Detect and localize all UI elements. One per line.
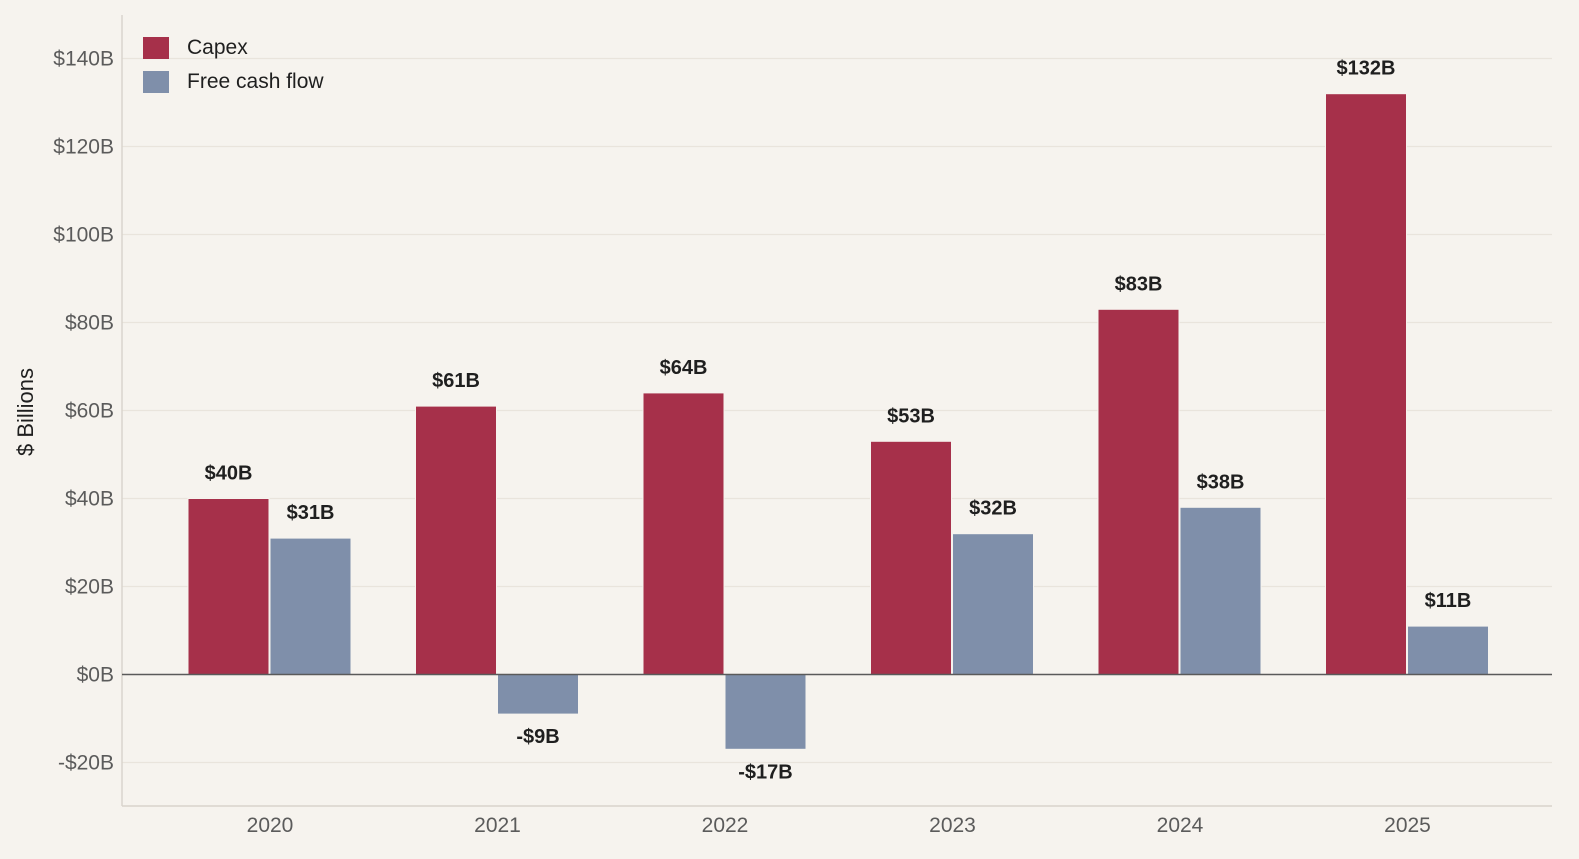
data-label-free-cash-flow-2021: -$9B bbox=[516, 726, 559, 748]
y-tick-label: $60B bbox=[65, 400, 114, 423]
y-axis-ticks: -$20B $0B $20B $40B $60B $80B $100B $120B $140B bbox=[53, 48, 114, 775]
legend-label-capex: Capex bbox=[187, 36, 248, 59]
x-tick-label: 2022 bbox=[702, 814, 749, 837]
y-tick-label: $80B bbox=[65, 312, 114, 335]
bar-free-cash-flow-2022 bbox=[724, 674, 807, 750]
data-label-capex-2024: $83B bbox=[1115, 273, 1163, 295]
bar-capex-2021 bbox=[415, 405, 497, 675]
data-label-free-cash-flow-2020: $31B bbox=[287, 502, 335, 524]
y-tick-label: $100B bbox=[53, 224, 114, 247]
bar-capex-2022 bbox=[642, 392, 725, 675]
bar-free-cash-flow-2024 bbox=[1179, 506, 1262, 675]
data-label-capex-2022: $64B bbox=[660, 357, 708, 379]
data-label-free-cash-flow-2025: $11B bbox=[1425, 590, 1472, 612]
x-tick-label: 2021 bbox=[474, 814, 521, 837]
y-axis-title: $ Billions bbox=[13, 368, 38, 456]
bar-capex-2023 bbox=[870, 440, 952, 675]
data-label-free-cash-flow-2023: $32B bbox=[969, 498, 1017, 520]
bar-free-cash-flow-2025 bbox=[1407, 625, 1489, 675]
y-tick-label: $0B bbox=[77, 664, 114, 687]
bar-free-cash-flow-2023 bbox=[952, 533, 1034, 676]
bar-free-cash-flow-2021 bbox=[497, 674, 579, 715]
data-label-capex-2021: $61B bbox=[432, 370, 480, 392]
x-tick-label: 2024 bbox=[1157, 814, 1204, 837]
legend-swatch-free-cash-flow bbox=[143, 71, 169, 93]
bars bbox=[187, 93, 1489, 750]
y-tick-label: $140B bbox=[53, 48, 114, 71]
legend-label-free-cash-flow: Free cash flow bbox=[187, 70, 324, 93]
y-tick-label: $20B bbox=[65, 576, 114, 599]
legend: Capex Free cash flow bbox=[143, 36, 324, 93]
grid-lines bbox=[122, 57, 1552, 764]
data-label-free-cash-flow-2022: -$17B bbox=[738, 761, 792, 783]
x-tick-label: 2020 bbox=[247, 814, 294, 837]
y-tick-label: $40B bbox=[65, 488, 114, 511]
x-tick-label: 2025 bbox=[1384, 814, 1431, 837]
bar-free-cash-flow-2020 bbox=[269, 537, 352, 675]
data-label-capex-2020: $40B bbox=[205, 463, 253, 485]
data-labels: $40B $31B $61B -$9B $64B -$17B $53B $32B $83B $38… bbox=[205, 58, 1472, 784]
data-label-capex-2023: $53B bbox=[887, 405, 935, 427]
data-label-free-cash-flow-2024: $38B bbox=[1197, 471, 1245, 493]
bar-capex-2025 bbox=[1325, 93, 1407, 675]
x-tick-label: 2023 bbox=[929, 814, 976, 837]
legend-swatch-capex bbox=[143, 37, 169, 59]
bar-capex-2024 bbox=[1097, 308, 1180, 675]
x-axis-ticks: 2020 2021 2022 2023 2024 2025 bbox=[247, 814, 1431, 837]
bar-capex-2020 bbox=[187, 498, 270, 675]
y-tick-label: $120B bbox=[53, 136, 114, 159]
data-label-capex-2025: $132B bbox=[1337, 58, 1396, 80]
y-tick-label: -$20B bbox=[58, 752, 114, 775]
